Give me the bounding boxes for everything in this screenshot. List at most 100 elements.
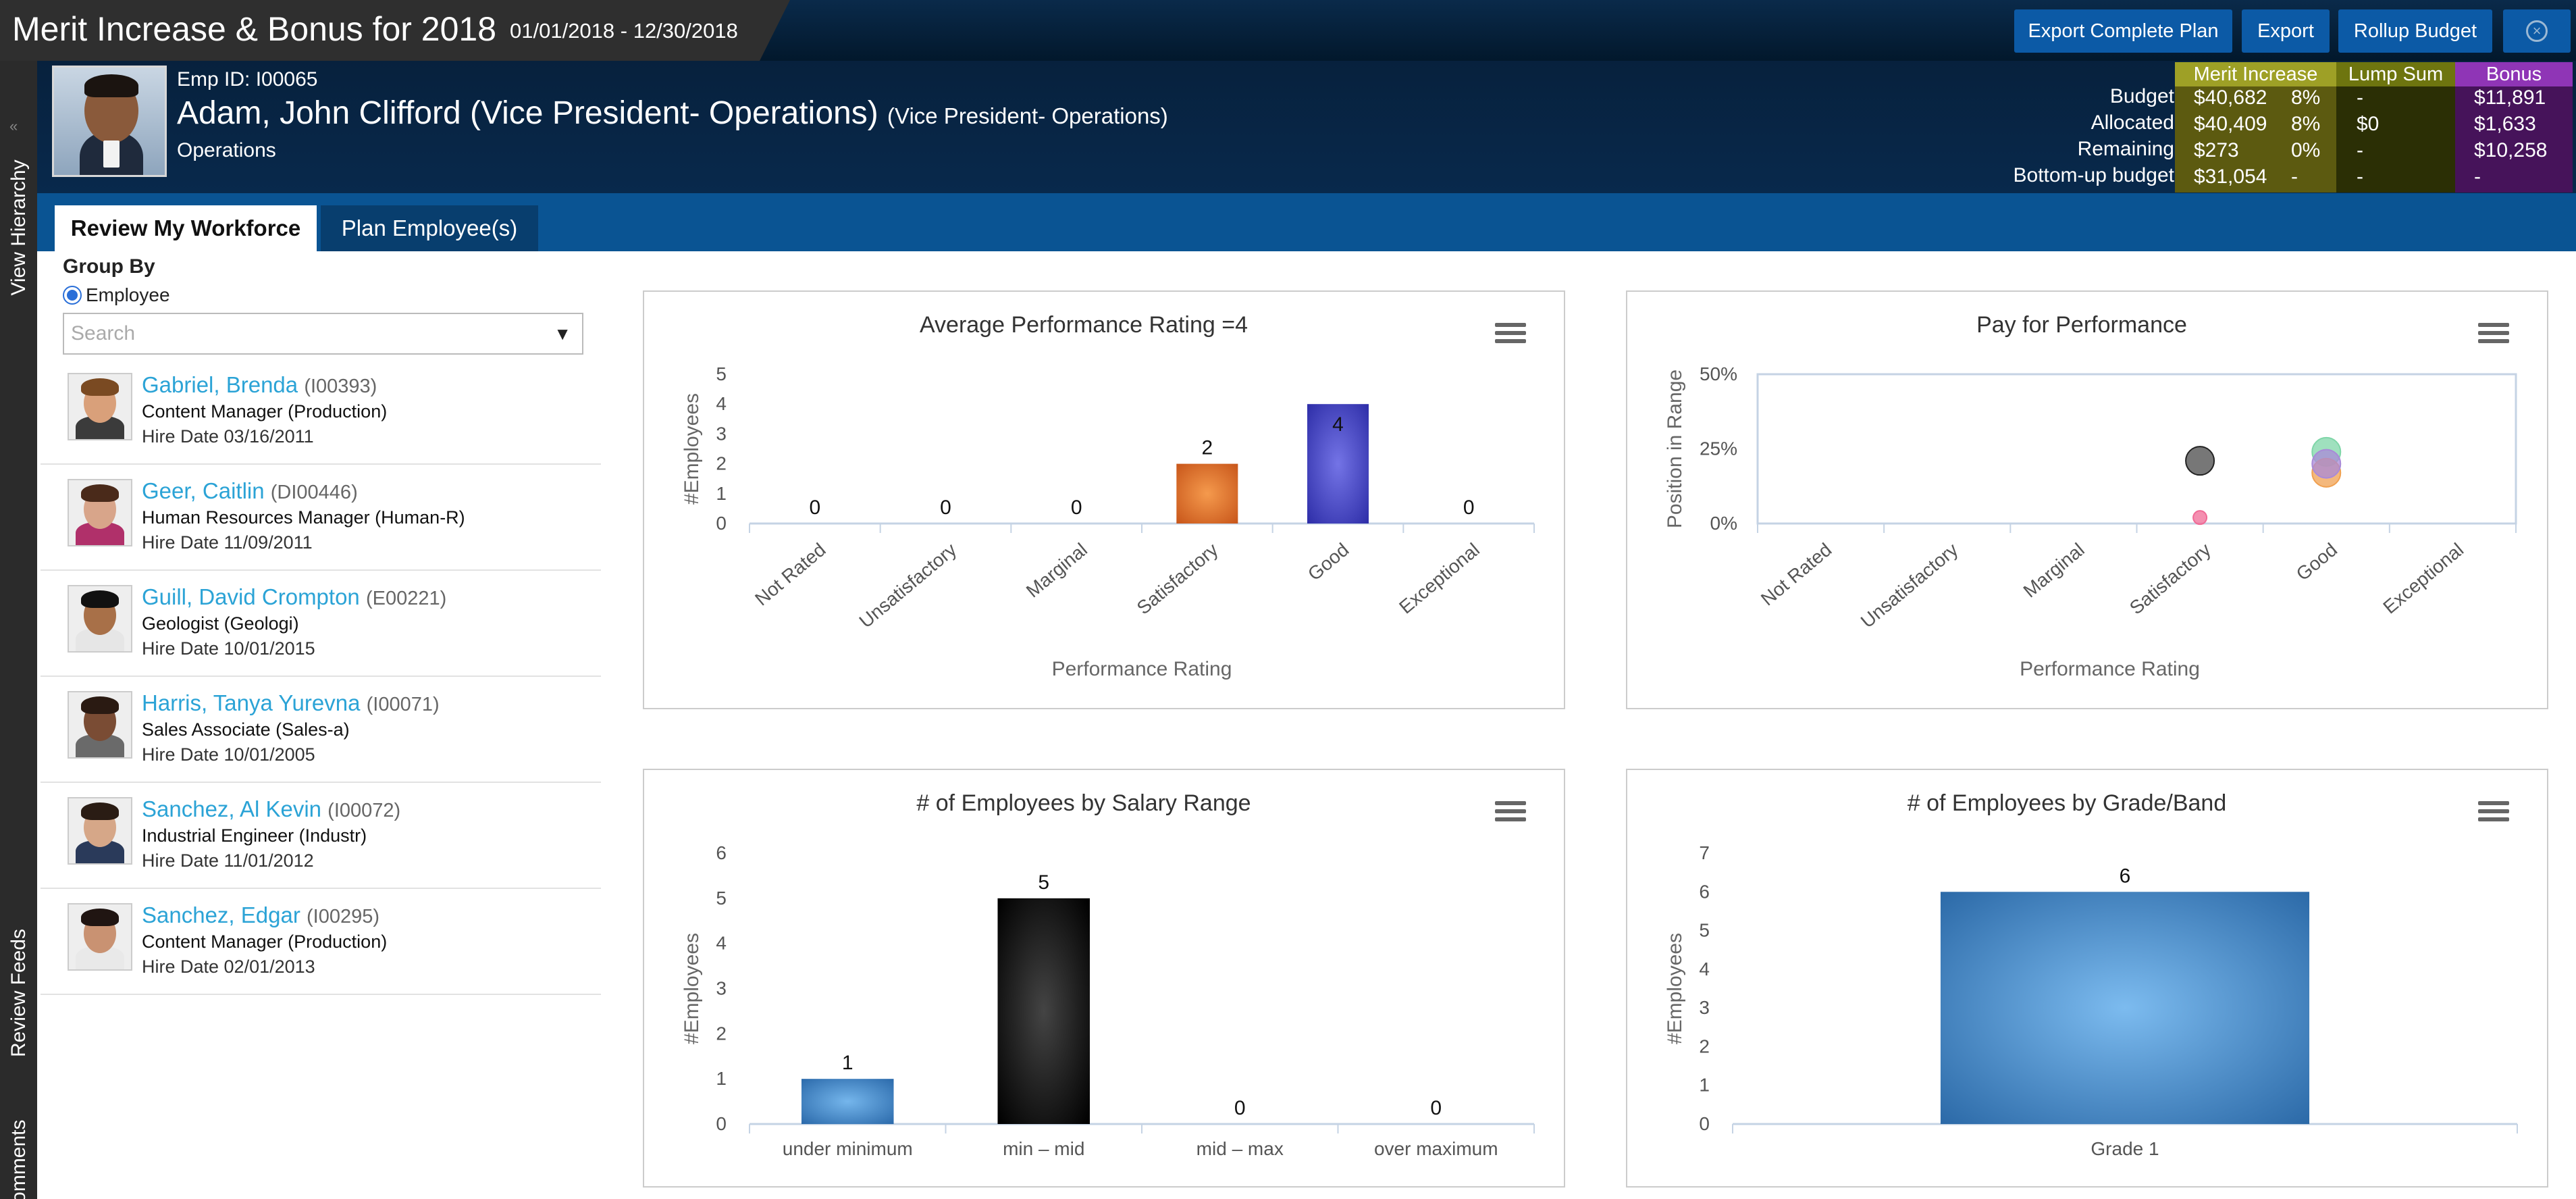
y-tick-label: 50% bbox=[1700, 363, 1737, 384]
bonus-column: Bonus $11,891 $1,633 $10,258 - bbox=[2455, 62, 2573, 193]
y-axis-title: Position in Range bbox=[1664, 369, 1686, 528]
chart-svg: Pay for Performance 0% 25% 50% Not Rated Unsa… bbox=[1664, 312, 2517, 680]
lump-sum-header: Lump Sum bbox=[2336, 62, 2455, 86]
merit-percent: 0% bbox=[2291, 139, 2321, 161]
y-tick-label: 25% bbox=[1700, 438, 1737, 459]
y-tick-label: 6 bbox=[716, 842, 727, 863]
bar[interactable] bbox=[997, 898, 1090, 1124]
bar-data-label: 5 bbox=[1038, 871, 1049, 894]
lump-sum-value: - bbox=[2357, 139, 2363, 161]
tab-plan-employees[interactable]: Plan Employee(s) bbox=[321, 205, 538, 251]
employee-code: (I00393) bbox=[304, 376, 377, 397]
employee-thumbnail bbox=[68, 903, 132, 971]
y-tick-label: 1 bbox=[1699, 1075, 1710, 1096]
employee-list-item[interactable]: Harris, Tanya Yurevna (I00071) Sales Asso… bbox=[41, 677, 601, 783]
employee-name-link[interactable]: Sanchez, Al Kevin (I00072) bbox=[142, 796, 400, 822]
close-button[interactable]: × bbox=[2503, 9, 2571, 53]
y-axis-title: #Employees bbox=[1664, 933, 1686, 1044]
chart-svg: # of Employees by Grade/Band 0 1 2 3 4 5 6 7 6 Gra… bbox=[1664, 790, 2518, 1159]
scatter-point[interactable] bbox=[2185, 446, 2215, 476]
employee-name-text[interactable]: Sanchez, Al Kevin bbox=[142, 796, 321, 821]
employee-list-item[interactable]: Sanchez, Al Kevin (I00072) Industrial Eng… bbox=[41, 783, 601, 889]
bar-data-label: 0 bbox=[1430, 1097, 1442, 1119]
review-feeds-tab[interactable]: Review Feeds bbox=[7, 928, 30, 1058]
employee-role: Content Manager (Production) bbox=[142, 401, 388, 422]
radio-selected-icon[interactable] bbox=[63, 286, 82, 305]
employee-role: Geologist (Geologi) bbox=[142, 613, 299, 634]
chart-title: Average Performance Rating =4 bbox=[920, 312, 1248, 338]
y-tick-label: 1 bbox=[716, 1068, 727, 1089]
x-tick-label: min – mid bbox=[1003, 1138, 1084, 1159]
employee-name-text[interactable]: Geer, Caitlin bbox=[142, 478, 265, 503]
employee-role: Human Resources Manager (Human-R) bbox=[142, 507, 465, 528]
chart-svg: # of Employees by Salary Range 0 1 2 3 4 5 6 1 un… bbox=[681, 790, 1535, 1159]
y-axis-title: #Employees bbox=[681, 393, 703, 505]
employee-name-text[interactable]: Guill, David Crompton bbox=[142, 584, 360, 609]
view-hierarchy-tab[interactable]: View Hierarchy bbox=[7, 159, 30, 296]
pay-for-performance-chart-panel: Pay for Performance 0% 25% 50% Not Rated Unsa… bbox=[1626, 290, 2548, 709]
lump-sum-value: - bbox=[2357, 165, 2363, 188]
x-tick-label: Satisfactory bbox=[1133, 539, 1222, 619]
x-tick-label: Marginal bbox=[2020, 539, 2088, 602]
employee-list-item[interactable]: Geer, Caitlin (DI00446) Human Resources M… bbox=[41, 465, 601, 571]
tab-bar: Review My Workforce Plan Employee(s) bbox=[37, 193, 2576, 251]
budget-row-label: Budget bbox=[2109, 85, 2174, 107]
y-tick-label: 5 bbox=[1699, 920, 1710, 941]
rollup-budget-button[interactable]: Rollup Budget bbox=[2338, 9, 2492, 53]
employee-name-link[interactable]: Geer, Caitlin (DI00446) bbox=[142, 478, 358, 504]
export-complete-plan-button[interactable]: Export Complete Plan bbox=[2014, 9, 2232, 53]
close-icon: × bbox=[2526, 20, 2548, 42]
group-by-label: Group By bbox=[63, 255, 155, 278]
employee-department: Operations bbox=[177, 139, 276, 161]
merit-amount: $40,409 bbox=[2194, 113, 2267, 135]
employee-header: Emp ID: I00065 Adam, John Clifford (Vice… bbox=[37, 61, 2576, 193]
bar[interactable] bbox=[801, 1079, 894, 1124]
employee-list-item[interactable]: Sanchez, Edgar (I00295) Content Manager (… bbox=[41, 889, 601, 995]
x-tick-label: Grade 1 bbox=[2091, 1138, 2159, 1159]
comments-tab[interactable]: Comments bbox=[7, 1119, 30, 1199]
collapse-icon[interactable]: « bbox=[9, 118, 18, 134]
employee-role: Industrial Engineer (Industr) bbox=[142, 825, 367, 846]
bar-data-label: 0 bbox=[1463, 496, 1475, 519]
export-button[interactable]: Export bbox=[2242, 9, 2330, 53]
dropdown-arrow-icon[interactable]: ▼ bbox=[554, 324, 571, 344]
merit-increase-column: Merit Increase $40,682 8% $40,409 8% $273 0% $… bbox=[2175, 62, 2336, 193]
bar[interactable] bbox=[1307, 404, 1369, 524]
employee-role: Sales Associate (Sales-a) bbox=[142, 719, 350, 740]
scatter-point[interactable] bbox=[2311, 449, 2342, 479]
chart-menu-icon[interactable] bbox=[2478, 323, 2509, 343]
employee-list-item[interactable]: Guill, David Crompton (E00221) Geologist … bbox=[41, 571, 601, 677]
employee-search-box[interactable]: ▼ bbox=[63, 313, 583, 355]
bonus-value: $1,633 bbox=[2474, 113, 2536, 135]
bar-data-label: 1 bbox=[842, 1052, 853, 1074]
employee-name-link[interactable]: Gabriel, Brenda (I00393) bbox=[142, 372, 377, 398]
x-tick-label: under minimum bbox=[783, 1138, 913, 1159]
x-axis-title: Performance Rating bbox=[2020, 658, 2200, 680]
bar[interactable] bbox=[1940, 892, 2310, 1124]
employee-thumbnail bbox=[68, 479, 132, 546]
group-by-employee-option[interactable]: Employee bbox=[63, 284, 170, 306]
search-input[interactable] bbox=[71, 322, 530, 345]
avg-performance-chart-panel: Average Performance Rating =4 0 1 2 3 4 5 0 Not … bbox=[643, 290, 1565, 709]
employee-name-link[interactable]: Guill, David Crompton (E00221) bbox=[142, 584, 446, 610]
employee-name-link[interactable]: Harris, Tanya Yurevna (I00071) bbox=[142, 690, 440, 716]
employee-name-text[interactable]: Harris, Tanya Yurevna bbox=[142, 690, 361, 715]
employee-list-item[interactable]: Gabriel, Brenda (I00393) Content Manager … bbox=[41, 359, 601, 465]
scatter-point[interactable] bbox=[2192, 510, 2208, 526]
bar[interactable] bbox=[1176, 463, 1238, 524]
plan-date-range: 01/01/2018 - 12/30/2018 bbox=[510, 19, 738, 43]
y-tick-label: 0 bbox=[1699, 1113, 1710, 1134]
lump-sum-value: $0 bbox=[2357, 113, 2380, 135]
employee-name-link[interactable]: Sanchez, Edgar (I00295) bbox=[142, 902, 379, 928]
tab-review-my-workforce[interactable]: Review My Workforce bbox=[55, 205, 317, 251]
employee-name-text[interactable]: Gabriel, Brenda bbox=[142, 372, 298, 397]
budget-row-label: Remaining bbox=[2077, 138, 2174, 160]
employee-job-title: (Vice President- Operations) bbox=[887, 103, 1168, 128]
chart-menu-icon[interactable] bbox=[1495, 323, 1526, 343]
chart-menu-icon[interactable] bbox=[2478, 801, 2509, 821]
employee-name-text[interactable]: Sanchez, Edgar bbox=[142, 902, 300, 927]
top-bar: Merit Increase & Bonus for 2018 01/01/20… bbox=[0, 0, 2576, 61]
bar-data-label: 0 bbox=[1071, 496, 1082, 519]
y-tick-label: 3 bbox=[1699, 997, 1710, 1018]
chart-menu-icon[interactable] bbox=[1495, 801, 1526, 821]
